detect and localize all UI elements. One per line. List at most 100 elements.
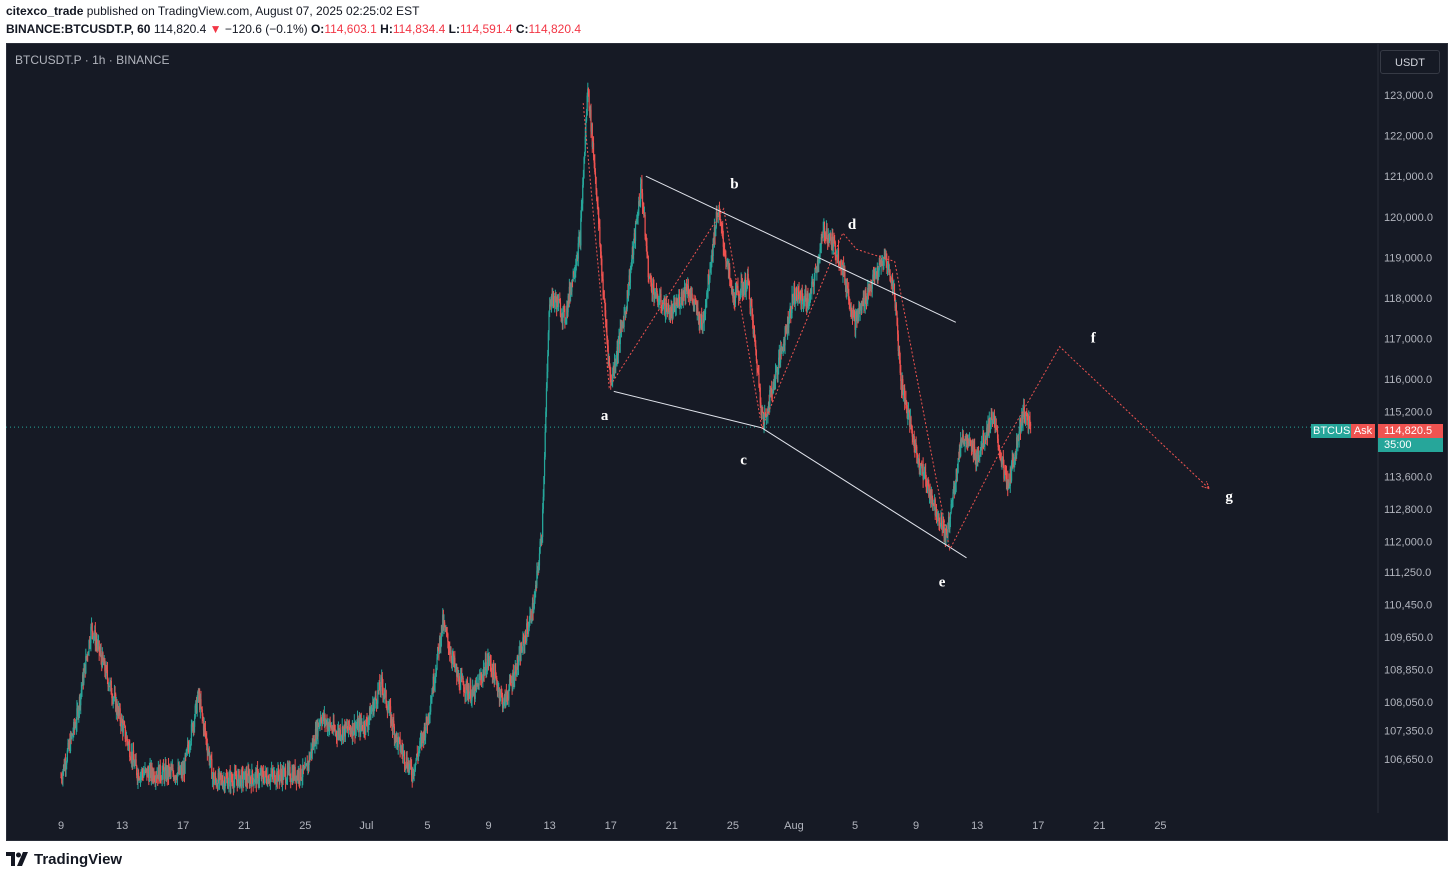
candle-body <box>275 782 277 784</box>
candle-body <box>192 723 194 732</box>
candle-body <box>284 770 287 784</box>
candle-body <box>608 357 610 361</box>
candle-body <box>178 767 180 773</box>
candle-body <box>1009 485 1011 488</box>
candle-body <box>405 765 407 767</box>
candle-body <box>730 279 732 281</box>
candle-body <box>542 509 544 537</box>
candle-body <box>935 511 938 515</box>
candle-body <box>548 312 550 333</box>
candle-body <box>943 525 945 538</box>
candle-body <box>313 738 315 747</box>
candle-body <box>866 300 868 304</box>
candle-body <box>422 733 424 736</box>
candle-body <box>549 304 551 313</box>
candle-body <box>270 774 272 776</box>
candle-body <box>598 208 600 224</box>
candle-body <box>863 297 865 307</box>
candle-body <box>368 717 370 722</box>
price-chart[interactable]: 123,000.0122,000.0121,000.0120,000.0119,… <box>6 43 1448 841</box>
candle-body <box>506 695 508 697</box>
candle-body <box>487 655 489 663</box>
candle-body <box>979 450 981 457</box>
candle-body <box>491 670 493 673</box>
candle-body <box>706 292 709 294</box>
candle-body <box>207 750 209 753</box>
candle-body <box>237 774 239 787</box>
tradingview-logo[interactable]: TradingView <box>6 848 122 870</box>
candle-body <box>737 286 739 292</box>
candle-body <box>419 739 422 742</box>
candle-body <box>972 443 974 449</box>
candle-body <box>468 691 470 699</box>
candle-body <box>160 779 163 781</box>
candle-body <box>147 769 149 774</box>
candle-body <box>699 313 701 328</box>
candle-body <box>841 262 843 269</box>
candle-body <box>419 741 421 749</box>
candle-body <box>199 699 201 710</box>
candle-body <box>858 308 861 314</box>
candle-body <box>309 755 311 760</box>
candle-body <box>594 162 596 172</box>
candle-body <box>1001 459 1003 464</box>
candle-body <box>695 302 697 304</box>
candle-body <box>859 309 861 314</box>
candle-body <box>797 287 800 291</box>
candle-body <box>741 282 744 293</box>
chart-area[interactable] <box>6 43 1448 841</box>
candle-body <box>571 280 574 282</box>
candle-body <box>356 726 358 728</box>
candle-body <box>590 109 592 132</box>
candle-body <box>128 743 130 745</box>
x-tick-label: 5 <box>852 820 858 832</box>
candle-body <box>879 263 881 265</box>
candle-body <box>464 691 466 695</box>
candle-body <box>716 212 718 217</box>
candle-body <box>461 675 463 678</box>
candle-body <box>909 417 911 427</box>
candle-body <box>914 443 917 453</box>
candle-body <box>323 714 326 721</box>
candle-body <box>671 311 674 318</box>
candle-body <box>78 709 80 717</box>
candle-body <box>786 316 789 332</box>
candle-body <box>779 352 781 363</box>
candle-body <box>775 369 777 372</box>
candle-body <box>883 256 885 259</box>
candle-body <box>420 737 422 740</box>
currency-button[interactable]: USDT <box>1380 50 1440 74</box>
candle-body <box>935 511 937 516</box>
candle-body <box>523 637 525 646</box>
candle-body <box>883 258 885 270</box>
candle-body <box>876 271 878 279</box>
candle-body <box>571 280 573 292</box>
candle-body <box>846 285 849 293</box>
candle-body <box>384 690 387 692</box>
candle-body <box>258 774 261 782</box>
candle-body <box>194 705 196 718</box>
candle-body <box>924 472 926 474</box>
candle-body <box>873 271 875 280</box>
candle-body <box>570 289 572 297</box>
candle-body <box>926 487 928 491</box>
candle-body <box>314 728 317 746</box>
candle-body <box>319 722 321 724</box>
candle-body <box>100 651 102 659</box>
candle-body <box>269 781 271 783</box>
candle-body <box>228 775 230 784</box>
candle-body <box>353 722 355 732</box>
publisher-name[interactable]: citexco_trade <box>6 4 84 18</box>
candle-body <box>1028 418 1030 420</box>
candle-body <box>251 770 254 779</box>
candle-body <box>569 286 571 297</box>
candle-body <box>342 727 344 739</box>
candle-body <box>108 685 110 687</box>
candle-body <box>344 722 347 737</box>
candle-body <box>508 679 511 689</box>
candle-body <box>849 303 851 309</box>
candle-body <box>884 255 887 259</box>
candle-body <box>312 738 315 747</box>
candle-body <box>641 179 643 194</box>
candle-body <box>893 283 896 299</box>
